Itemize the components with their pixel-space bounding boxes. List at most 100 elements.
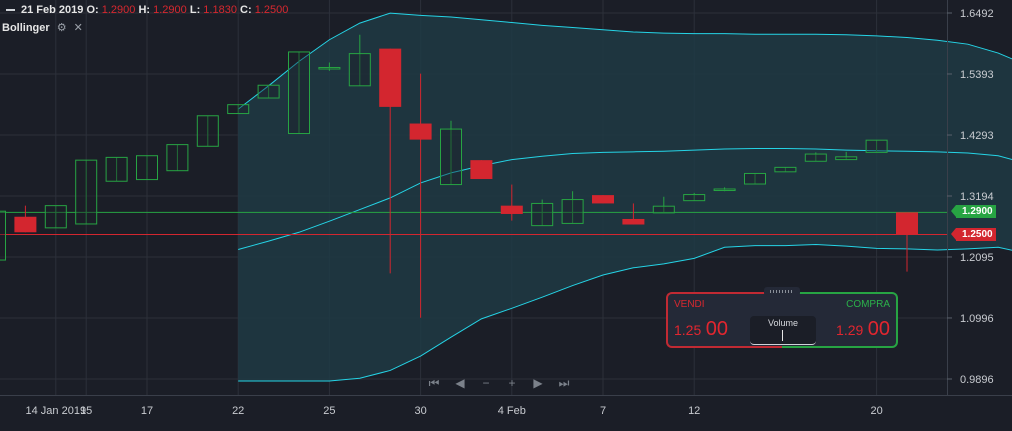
ohlc-legend: 21 Feb 2019 O: 1.2900 H: 1.2900 L: 1.183… <box>6 4 288 16</box>
scroll-to-end-icon[interactable]: ⏭ <box>558 376 570 390</box>
open-value: 1.2900 <box>101 4 136 16</box>
candle[interactable] <box>683 192 706 202</box>
candle-body <box>318 66 341 70</box>
candle-body <box>683 194 706 202</box>
scroll-to-start-icon[interactable]: ⏮ <box>428 376 440 390</box>
candle[interactable] <box>896 212 918 272</box>
zoom-in-icon[interactable]: + <box>508 376 516 390</box>
x-tick-label: 12 <box>688 405 700 417</box>
volume-input[interactable]: Volume <box>750 316 816 345</box>
close-label: C: <box>240 4 252 16</box>
x-tick-label: 20 <box>870 405 882 417</box>
bollinger-lower-line <box>238 243 1012 382</box>
candle[interactable] <box>318 62 341 71</box>
indicator-name: Bollinger <box>2 22 50 34</box>
time-axis-border <box>0 395 1012 396</box>
candle[interactable] <box>500 184 523 221</box>
candle-body <box>652 205 675 214</box>
candle[interactable] <box>105 156 128 182</box>
x-tick-label: 25 <box>323 405 335 417</box>
candle[interactable] <box>196 115 219 147</box>
candle-body <box>136 155 158 181</box>
candle[interactable] <box>409 73 432 318</box>
y-tick-label: 1.2095 <box>960 252 994 264</box>
volume-label: Volume <box>767 318 799 328</box>
x-tick-label: 22 <box>232 405 244 417</box>
zoom-out-icon[interactable]: − <box>482 376 490 390</box>
bollinger-bands <box>237 12 1012 382</box>
candle[interactable] <box>257 84 280 99</box>
candle-body <box>196 115 219 147</box>
time-axis[interactable]: 14 Jan 2019 17 22 25 30 4 Feb 7 12 15 20 <box>26 405 883 417</box>
y-tick-label: 1.4293 <box>960 130 994 142</box>
candle-body <box>531 202 554 227</box>
candle-body <box>804 153 827 162</box>
open-label: O: <box>86 4 99 16</box>
x-tick-label: 7 <box>600 405 606 417</box>
candle-body <box>470 160 493 180</box>
candle[interactable] <box>531 199 554 227</box>
candle[interactable] <box>440 120 462 186</box>
y-tick-label: 1.6492 <box>960 8 994 20</box>
chart-navigation: ⏮ ◀ − + ▶ ⏭ <box>426 376 572 391</box>
candle[interactable] <box>0 210 6 261</box>
price-lines <box>0 211 947 236</box>
candlesticks[interactable] <box>0 34 918 318</box>
candle-body <box>166 144 189 172</box>
candle-body <box>865 139 888 153</box>
candle[interactable] <box>14 205 37 233</box>
scroll-left-icon[interactable]: ◀ <box>455 376 465 390</box>
x-tick-label: 4 Feb <box>498 405 526 417</box>
candle-body <box>440 128 462 186</box>
sell-label: VENDI <box>674 299 705 310</box>
candle-body <box>622 218 645 225</box>
last-bid-price-tag: 1.2500 <box>951 228 996 241</box>
candle-body <box>500 205 523 214</box>
close-icon[interactable]: ✕ <box>73 22 83 34</box>
settings-icon[interactable]: ⚙ <box>56 22 67 34</box>
candle[interactable] <box>166 144 189 172</box>
candle[interactable] <box>835 151 858 161</box>
candle[interactable] <box>652 196 675 214</box>
scroll-right-icon[interactable]: ▶ <box>533 376 543 390</box>
high-value: 1.2900 <box>153 4 187 16</box>
candle[interactable] <box>470 160 493 180</box>
candle[interactable] <box>713 187 736 192</box>
candle[interactable] <box>744 172 766 185</box>
candle[interactable] <box>774 166 797 173</box>
candle[interactable] <box>561 191 584 224</box>
close-value: 1.2500 <box>254 4 289 16</box>
price-axis[interactable]: 1.6492 1.5393 1.4293 1.3194 1.2095 1.0996 0.98… <box>947 8 994 386</box>
bollinger-middle-line <box>238 148 1012 250</box>
candle[interactable] <box>592 195 614 204</box>
candle[interactable] <box>44 205 67 229</box>
candle-body <box>409 123 432 140</box>
collapse-icon[interactable] <box>6 9 15 12</box>
y-tick-label: 1.3194 <box>960 191 994 203</box>
candle-body <box>379 48 402 107</box>
candle[interactable] <box>75 159 98 225</box>
x-tick-label: 15 <box>80 405 92 417</box>
candle-body <box>561 199 584 224</box>
high-label: H: <box>138 4 151 16</box>
candle-body <box>835 156 858 161</box>
candle[interactable] <box>348 34 371 87</box>
candle[interactable] <box>227 104 250 115</box>
buy-price: 1.29 00 <box>836 318 890 340</box>
y-tick-label: 0.9896 <box>960 374 994 386</box>
sell-price: 1.25 00 <box>674 318 728 340</box>
bollinger-upper-line <box>237 12 1012 110</box>
candle[interactable] <box>622 203 645 225</box>
candle-body <box>257 84 280 99</box>
trade-panel: VENDI 1.25 00 COMPRA 1.29 00 Volume <box>666 287 898 348</box>
candle[interactable] <box>136 155 158 181</box>
candle-body <box>105 156 128 182</box>
candle[interactable] <box>379 48 402 274</box>
candle[interactable] <box>804 152 827 162</box>
candle[interactable] <box>288 51 310 135</box>
ohlc-date: 21 Feb 2019 <box>21 4 84 16</box>
drag-handle[interactable] <box>764 287 800 296</box>
candle-body <box>592 195 614 204</box>
candle[interactable] <box>865 139 888 153</box>
